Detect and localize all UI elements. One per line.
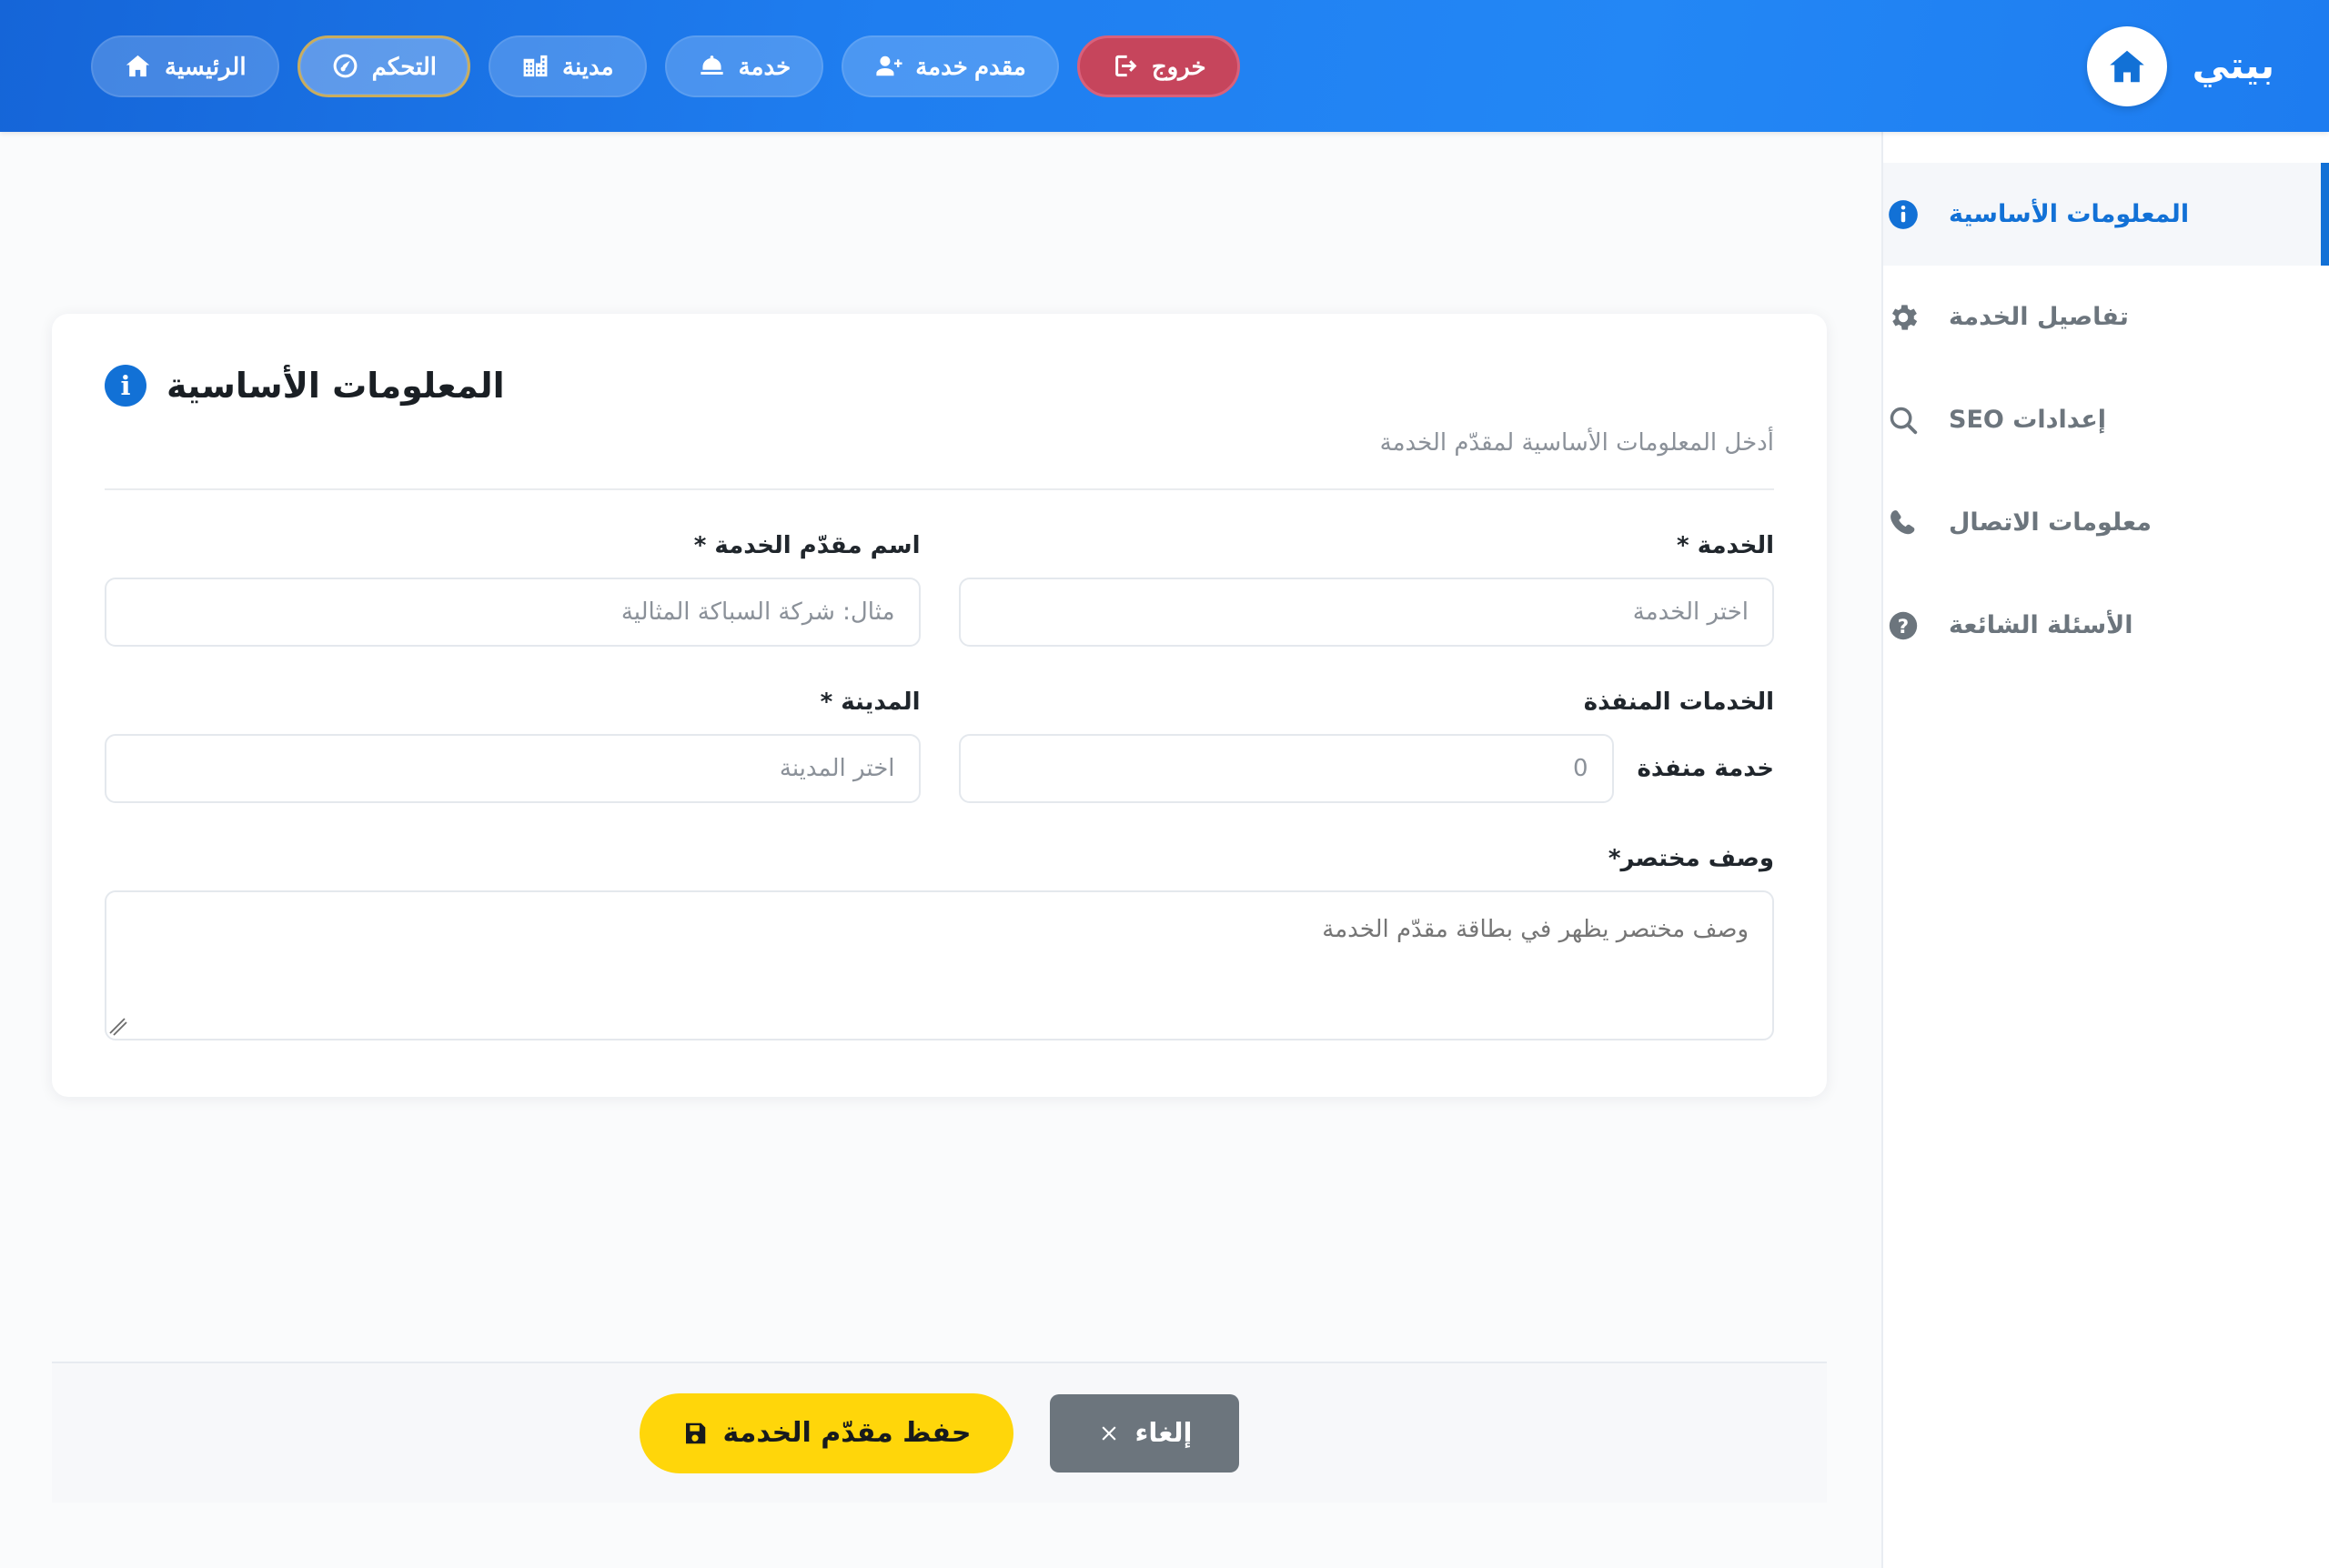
field-provider-name: اسم مقدّم الخدمة * xyxy=(105,532,921,648)
field-city: المدينة * اختر المدينة xyxy=(105,689,921,804)
home-icon xyxy=(124,52,152,80)
short-description-textarea[interactable] xyxy=(105,890,1774,1041)
section-navigation-sidebar: المعلومات الأساسية تفاصيل الخدمة إعدادات… xyxy=(1881,132,2329,1568)
sidebar-item-faq[interactable]: ? الأسئلة الشائعة xyxy=(1883,574,2329,677)
nav-item-city[interactable]: مدينة xyxy=(489,35,647,97)
short-description-label: وصف مختصر* xyxy=(1608,845,1774,873)
phone-icon xyxy=(1883,503,1923,543)
sidebar-item-label: معلومات الاتصال xyxy=(1949,508,2152,537)
svg-text:?: ? xyxy=(1898,615,1909,638)
cancel-button[interactable]: إلغاء xyxy=(1049,1393,1240,1473)
completed-services-label: الخدمات المنفذة xyxy=(1583,689,1774,717)
gear-icon xyxy=(1883,297,1923,337)
service-select[interactable]: اختر الخدمة xyxy=(958,578,1774,648)
main-content-area: i المعلومات الأساسية أدخل المعلومات الأس… xyxy=(0,132,1881,1568)
brand-name: بيتي xyxy=(2192,44,2274,87)
completed-services-suffix: خدمة منفذة xyxy=(1637,755,1774,783)
info-icon: i xyxy=(105,365,146,407)
provider-name-input[interactable] xyxy=(105,578,921,648)
search-icon xyxy=(1883,400,1923,440)
nav-item-service[interactable]: خدمة xyxy=(664,35,824,97)
sidebar-item-label: المعلومات الأساسية xyxy=(1949,200,2190,228)
sidebar-item-contact-info[interactable]: معلومات الاتصال xyxy=(1883,471,2329,574)
short-description-holder xyxy=(105,890,1774,1041)
sidebar-item-service-details[interactable]: تفاصيل الخدمة xyxy=(1883,266,2329,368)
provider-name-label: اسم مقدّم الخدمة * xyxy=(693,532,921,560)
service-label: الخدمة * xyxy=(1677,532,1774,560)
service-bell-icon xyxy=(698,52,726,80)
nav-item-label: مقدم خدمة xyxy=(915,52,1026,80)
card-header: i المعلومات الأساسية xyxy=(105,365,1774,407)
sign-out-icon xyxy=(1111,52,1139,80)
sidebar-item-seo-settings[interactable]: إعدادات SEO xyxy=(1883,368,2329,471)
divider xyxy=(105,488,1774,491)
nav-item-label: مدينة xyxy=(562,52,614,80)
sidebar-item-label: الأسئلة الشائعة xyxy=(1949,611,2133,639)
page-title: المعلومات الأساسية xyxy=(166,366,505,406)
dashboard-gauge-icon xyxy=(331,52,359,80)
save-button-label: حفظ مقدّم الخدمة xyxy=(722,1416,972,1449)
sidebar-item-basic-info[interactable]: المعلومات الأساسية xyxy=(1883,163,2329,266)
city-select[interactable]: اختر المدينة xyxy=(105,734,921,804)
save-button[interactable]: حفظ مقدّم الخدمة xyxy=(639,1392,1013,1473)
field-service: الخدمة * اختر الخدمة xyxy=(958,532,1774,648)
nav-item-dashboard[interactable]: التحكم xyxy=(297,35,470,97)
city-buildings-icon xyxy=(521,52,549,80)
info-circle-icon xyxy=(1883,195,1923,235)
basic-info-card: i المعلومات الأساسية أدخل المعلومات الأس… xyxy=(52,314,1827,1098)
nav-item-label: الرئيسية xyxy=(165,52,247,80)
question-circle-icon: ? xyxy=(1883,606,1923,646)
brand[interactable]: بيتي xyxy=(2086,25,2274,106)
nav-item-label: خروج xyxy=(1151,52,1206,80)
completed-services-input[interactable] xyxy=(958,734,1614,804)
field-short-description: وصف مختصر* xyxy=(105,845,1774,1041)
city-label: المدينة * xyxy=(820,689,921,717)
nav-item-add-provider[interactable]: مقدم خدمة xyxy=(842,35,1059,97)
main-nav-items: الرئيسية التحكم مدينة خدمة مقدم خدمة xyxy=(91,35,1240,97)
sidebar-item-label: إعدادات SEO xyxy=(1949,406,2107,434)
home-icon xyxy=(2086,25,2167,106)
nav-item-label: خدمة xyxy=(738,52,791,80)
form-action-bar: حفظ مقدّم الخدمة إلغاء xyxy=(52,1362,1827,1503)
top-navigation-bar: بيتي الرئيسية التحكم مدينة xyxy=(0,0,2329,132)
save-floppy-icon xyxy=(681,1420,709,1447)
field-completed-services: الخدمات المنفذة خدمة منفذة xyxy=(958,689,1774,804)
nav-item-label: التحكم xyxy=(371,52,437,80)
card-subtitle: أدخل المعلومات الأساسية لمقدّم الخدمة xyxy=(1379,429,1774,457)
user-plus-icon xyxy=(874,52,902,80)
form-row-2: المدينة * اختر المدينة الخدمات المنفذة خ… xyxy=(105,689,1774,804)
completed-services-group: خدمة منفذة xyxy=(958,734,1774,804)
close-x-icon xyxy=(1097,1422,1121,1445)
cancel-button-label: إلغاء xyxy=(1134,1417,1193,1448)
form-row-1: اسم مقدّم الخدمة * الخدمة * اختر الخدمة xyxy=(105,532,1774,648)
nav-item-logout[interactable]: خروج xyxy=(1076,35,1240,97)
sidebar-item-label: تفاصيل الخدمة xyxy=(1949,303,2129,331)
nav-item-home[interactable]: الرئيسية xyxy=(91,35,279,97)
